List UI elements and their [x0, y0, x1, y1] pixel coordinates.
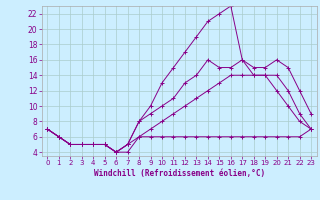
X-axis label: Windchill (Refroidissement éolien,°C): Windchill (Refroidissement éolien,°C): [94, 169, 265, 178]
